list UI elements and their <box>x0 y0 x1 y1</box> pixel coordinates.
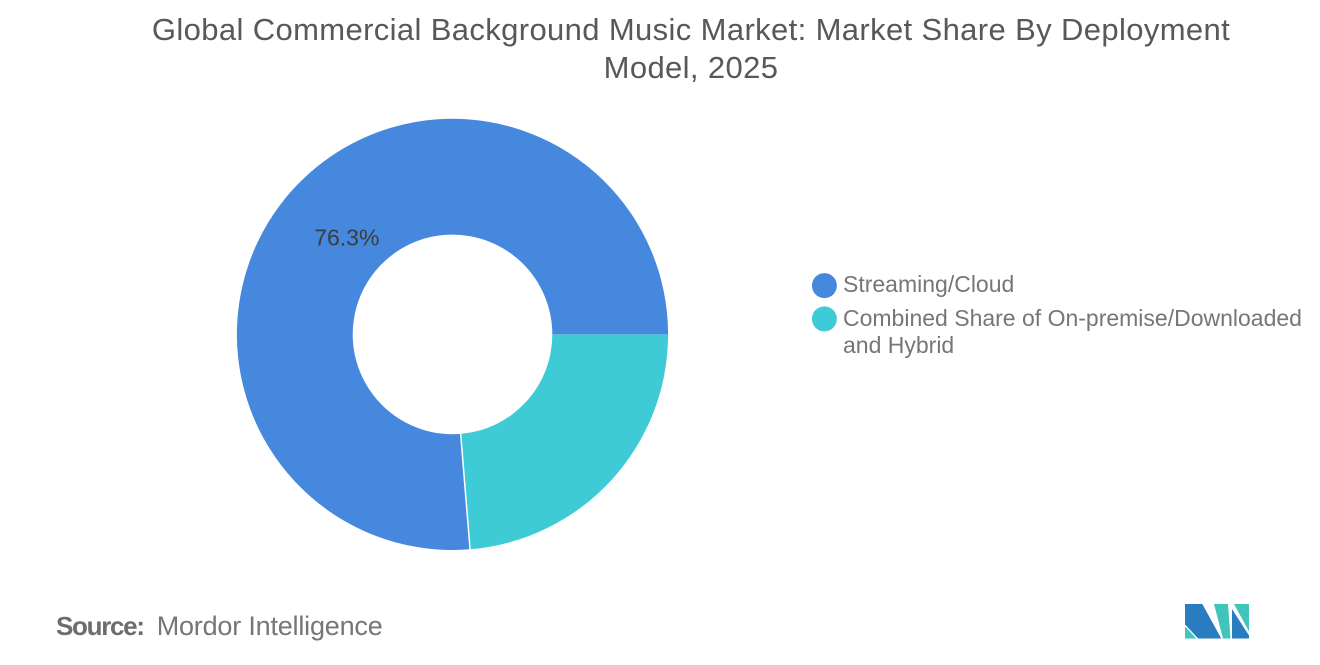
svg-text:76.3%: 76.3% <box>314 224 379 250</box>
